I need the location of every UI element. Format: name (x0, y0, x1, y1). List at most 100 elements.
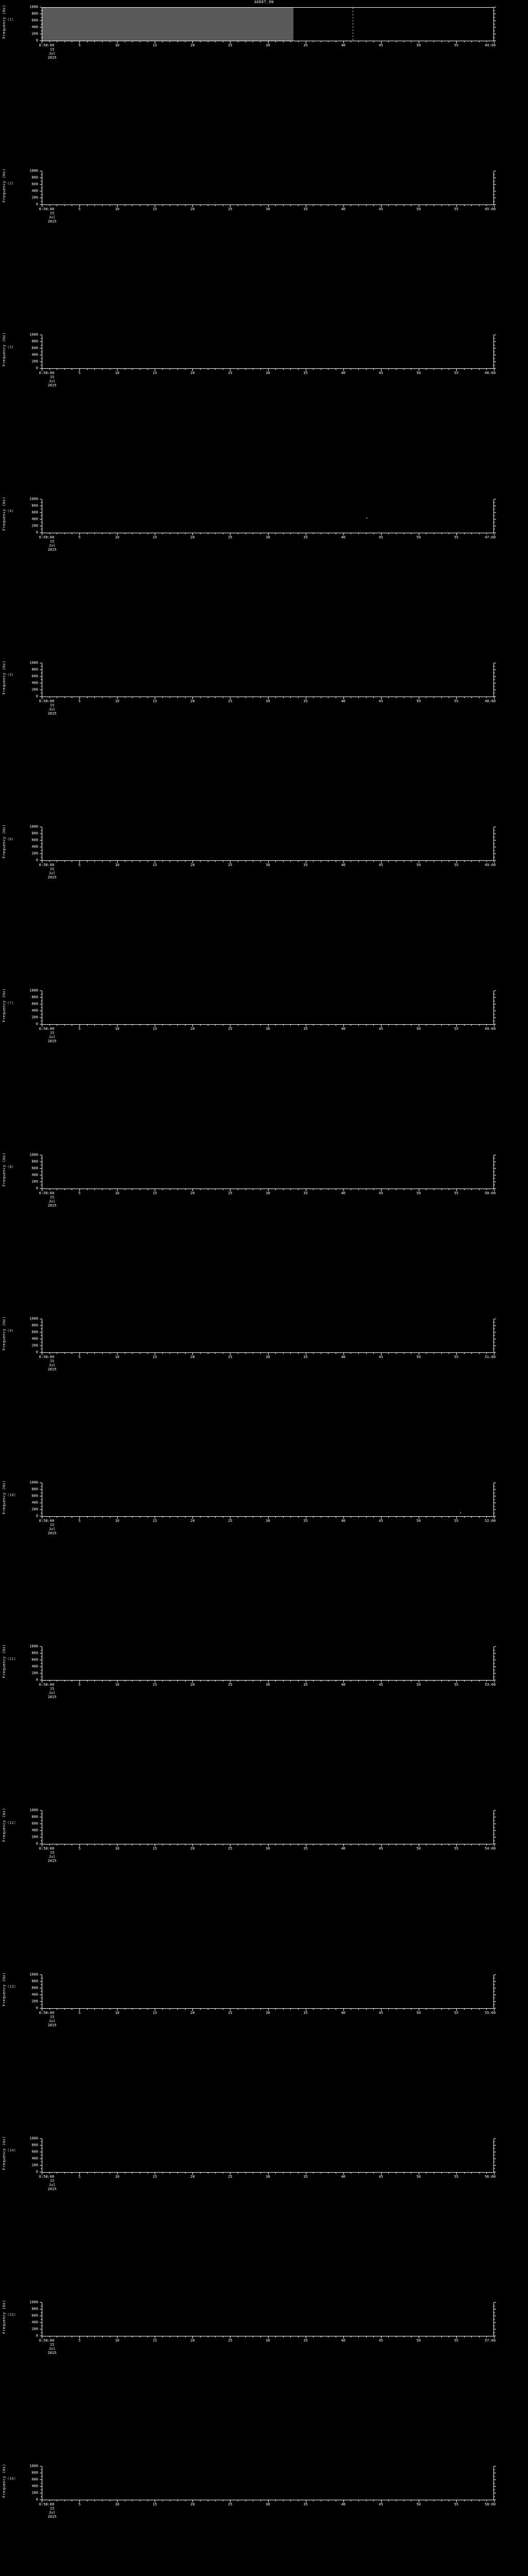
x-tick-mark (471, 2172, 472, 2174)
y-axis-ticks-right (494, 1155, 499, 1189)
x-tick-mark (94, 41, 95, 42)
y-tick-label: 600 (31, 2477, 38, 2482)
x-tick-label: 30 (266, 699, 270, 703)
x-tick-mark (486, 2500, 487, 2502)
x-tick-label: 0:58:00 (39, 1519, 55, 1523)
x-tick-label: 45 (378, 2338, 383, 2343)
y-tick-label: 600 (31, 1330, 38, 1334)
plot-area[interactable] (42, 827, 494, 861)
x-tick-label: 40 (341, 2010, 345, 2015)
x-tick-mark (132, 2336, 133, 2338)
y-tick-mark-right (494, 368, 496, 369)
x-tick-mark (290, 2008, 291, 2010)
x-tick-mark (117, 1681, 118, 1683)
x-tick-label: 35 (303, 863, 308, 868)
figure-title: ADDET_ON (254, 0, 274, 4)
date-line: 15 (50, 703, 55, 707)
y-axis-ticks-right (494, 1810, 499, 1844)
date-line: 2025 (47, 2187, 57, 2191)
spectrogram-panel: (5) Frequency (Hz) 1000 800 600 400 200 0 0:58:0… (0, 660, 528, 827)
date-line: 15 (50, 2178, 55, 2183)
panel-index-label: (3) (7, 345, 14, 349)
x-tick-mark (486, 205, 487, 207)
x-tick-label: 40 (341, 1191, 345, 1195)
plot-area[interactable] (42, 2466, 494, 2500)
plot-area[interactable] (42, 335, 494, 369)
x-tick-label: 20 (190, 1354, 195, 1359)
plot-area[interactable] (42, 991, 494, 1025)
x-tick-label: 49:00 (485, 1027, 496, 1031)
y-axis-ticks: 1000 800 600 400 200 0 (0, 332, 42, 370)
y-tick-label: 600 (31, 510, 38, 515)
panel-index-label: (1) (7, 17, 14, 22)
x-tick-mark (456, 1517, 457, 1519)
plot-area[interactable] (42, 1155, 494, 1189)
x-tick-mark (283, 861, 284, 862)
y-tick-mark-right (494, 689, 496, 690)
date-line: 15 (50, 2014, 55, 2019)
y-tick-mark (40, 1325, 42, 1326)
plot-area[interactable] (42, 663, 494, 697)
x-tick-label: 10 (114, 2338, 120, 2343)
x-tick-label: 25 (228, 535, 233, 539)
plot-area[interactable] (42, 171, 494, 205)
y-tick-mark-right (494, 1178, 495, 1179)
y-tick-mark-right (494, 2489, 495, 2490)
x-tick-mark (388, 1352, 389, 1354)
x-tick-label: 57:00 (485, 2338, 496, 2343)
x-tick-label: 20 (190, 863, 195, 868)
x-tick-mark (117, 1025, 118, 1027)
x-tick-label: 25 (228, 699, 233, 703)
x-tick-mark (102, 1517, 103, 1518)
y-tick-label: 200 (31, 851, 38, 856)
plot-area[interactable] (42, 1810, 494, 1844)
plot-area[interactable] (42, 1318, 494, 1352)
x-tick-mark (464, 2500, 465, 2502)
x-tick-mark (313, 1844, 314, 1846)
plot-area[interactable] (42, 1483, 494, 1516)
x-tick-label: 55:00 (485, 2010, 496, 2015)
x-tick-mark (373, 1352, 374, 1354)
y-tick-label: 400 (31, 1008, 38, 1013)
x-tick-mark (366, 2500, 367, 2502)
x-tick-label: 15 (153, 1683, 157, 1687)
x-tick-label: 10 (114, 1027, 120, 1031)
x-tick-mark (290, 697, 291, 698)
plot-area[interactable] (42, 2138, 494, 2172)
plot-area[interactable] (42, 1974, 494, 2008)
y-axis-ticks-right (494, 990, 499, 1025)
y-tick-label: 1000 (29, 332, 38, 337)
x-tick-mark (132, 1517, 133, 1518)
x-tick-mark (373, 697, 374, 698)
x-tick-mark (388, 1681, 389, 1682)
y-tick-mark-right (494, 1335, 495, 1336)
x-tick-mark (478, 205, 480, 207)
y-tick-mark-minor (41, 174, 42, 175)
y-tick-label: 400 (31, 2156, 38, 2161)
x-tick-mark (343, 533, 344, 535)
x-tick-mark (298, 2008, 299, 2010)
x-tick-label: 45 (378, 1354, 383, 1359)
plot-area[interactable] (42, 7, 494, 41)
y-tick-label: 200 (31, 1835, 38, 1839)
x-tick-mark (162, 1681, 163, 1682)
x-tick-mark (478, 861, 480, 862)
plot-area[interactable] (42, 1647, 494, 1681)
x-tick-mark (185, 2500, 186, 2502)
panel-index-label: (12) (7, 1820, 16, 1825)
date-stack-label: 15 Jul 2025 (48, 1523, 57, 1535)
x-tick-mark (275, 1352, 276, 1354)
x-tick-mark (200, 1681, 201, 1682)
plot-area[interactable] (42, 2302, 494, 2336)
y-axis-ticks: 1000 800 600 400 200 0 (0, 825, 42, 862)
y-tick-mark-right (494, 2486, 496, 2487)
x-tick-mark (275, 2500, 276, 2502)
plot-area[interactable] (42, 499, 494, 533)
date-stack-label: 15 Jul 2025 (48, 1031, 57, 1043)
x-axis-labels: 0:58:00 5 10 15 20 25 30 35 40 45 50 55 52:00 (39, 1519, 496, 1523)
x-tick-mark (185, 2172, 186, 2174)
y-axis-ticks-right (494, 2302, 499, 2336)
x-tick-mark (290, 1681, 291, 1682)
x-tick-label: 35 (303, 699, 308, 703)
y-tick-label: 1000 (29, 168, 38, 173)
